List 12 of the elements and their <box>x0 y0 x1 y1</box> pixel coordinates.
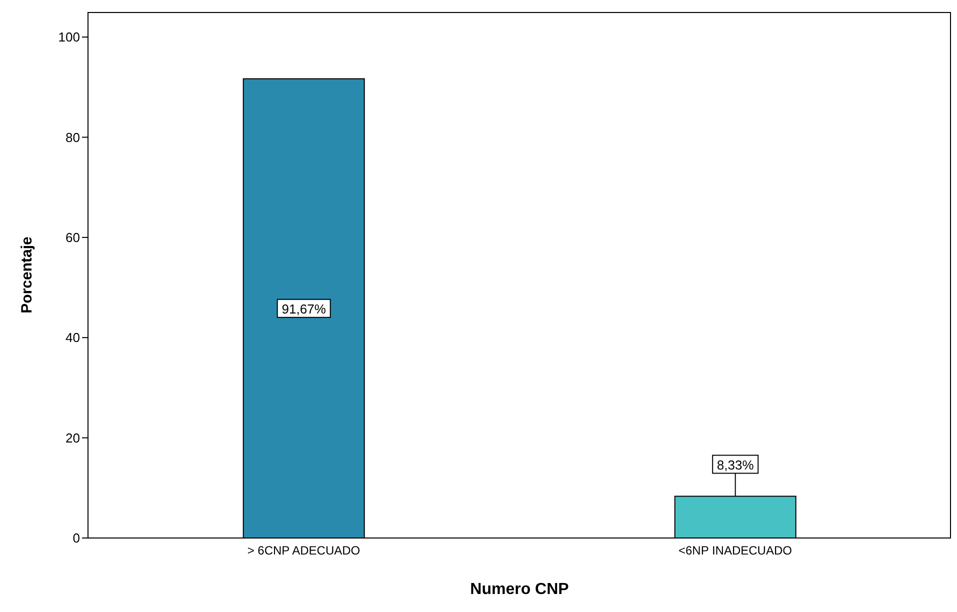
y-tick-label: 100 <box>58 30 80 45</box>
y-axis-title: Porcentaje <box>18 236 36 314</box>
y-tick-label: 40 <box>66 330 80 346</box>
y-tick-label: 60 <box>66 230 80 246</box>
y-tick-label: 0 <box>72 530 80 546</box>
x-axis-title: Numero CNP <box>470 581 570 598</box>
data-label: 8,33% <box>716 457 754 472</box>
y-tick-label: 20 <box>66 430 80 446</box>
x-tick-label: <6NP INADECUADO <box>678 544 792 558</box>
x-tick-label: > 6CNP ADECUADO <box>247 544 360 558</box>
data-label: 91,67% <box>282 301 326 316</box>
y-tick-label: 80 <box>66 130 80 145</box>
